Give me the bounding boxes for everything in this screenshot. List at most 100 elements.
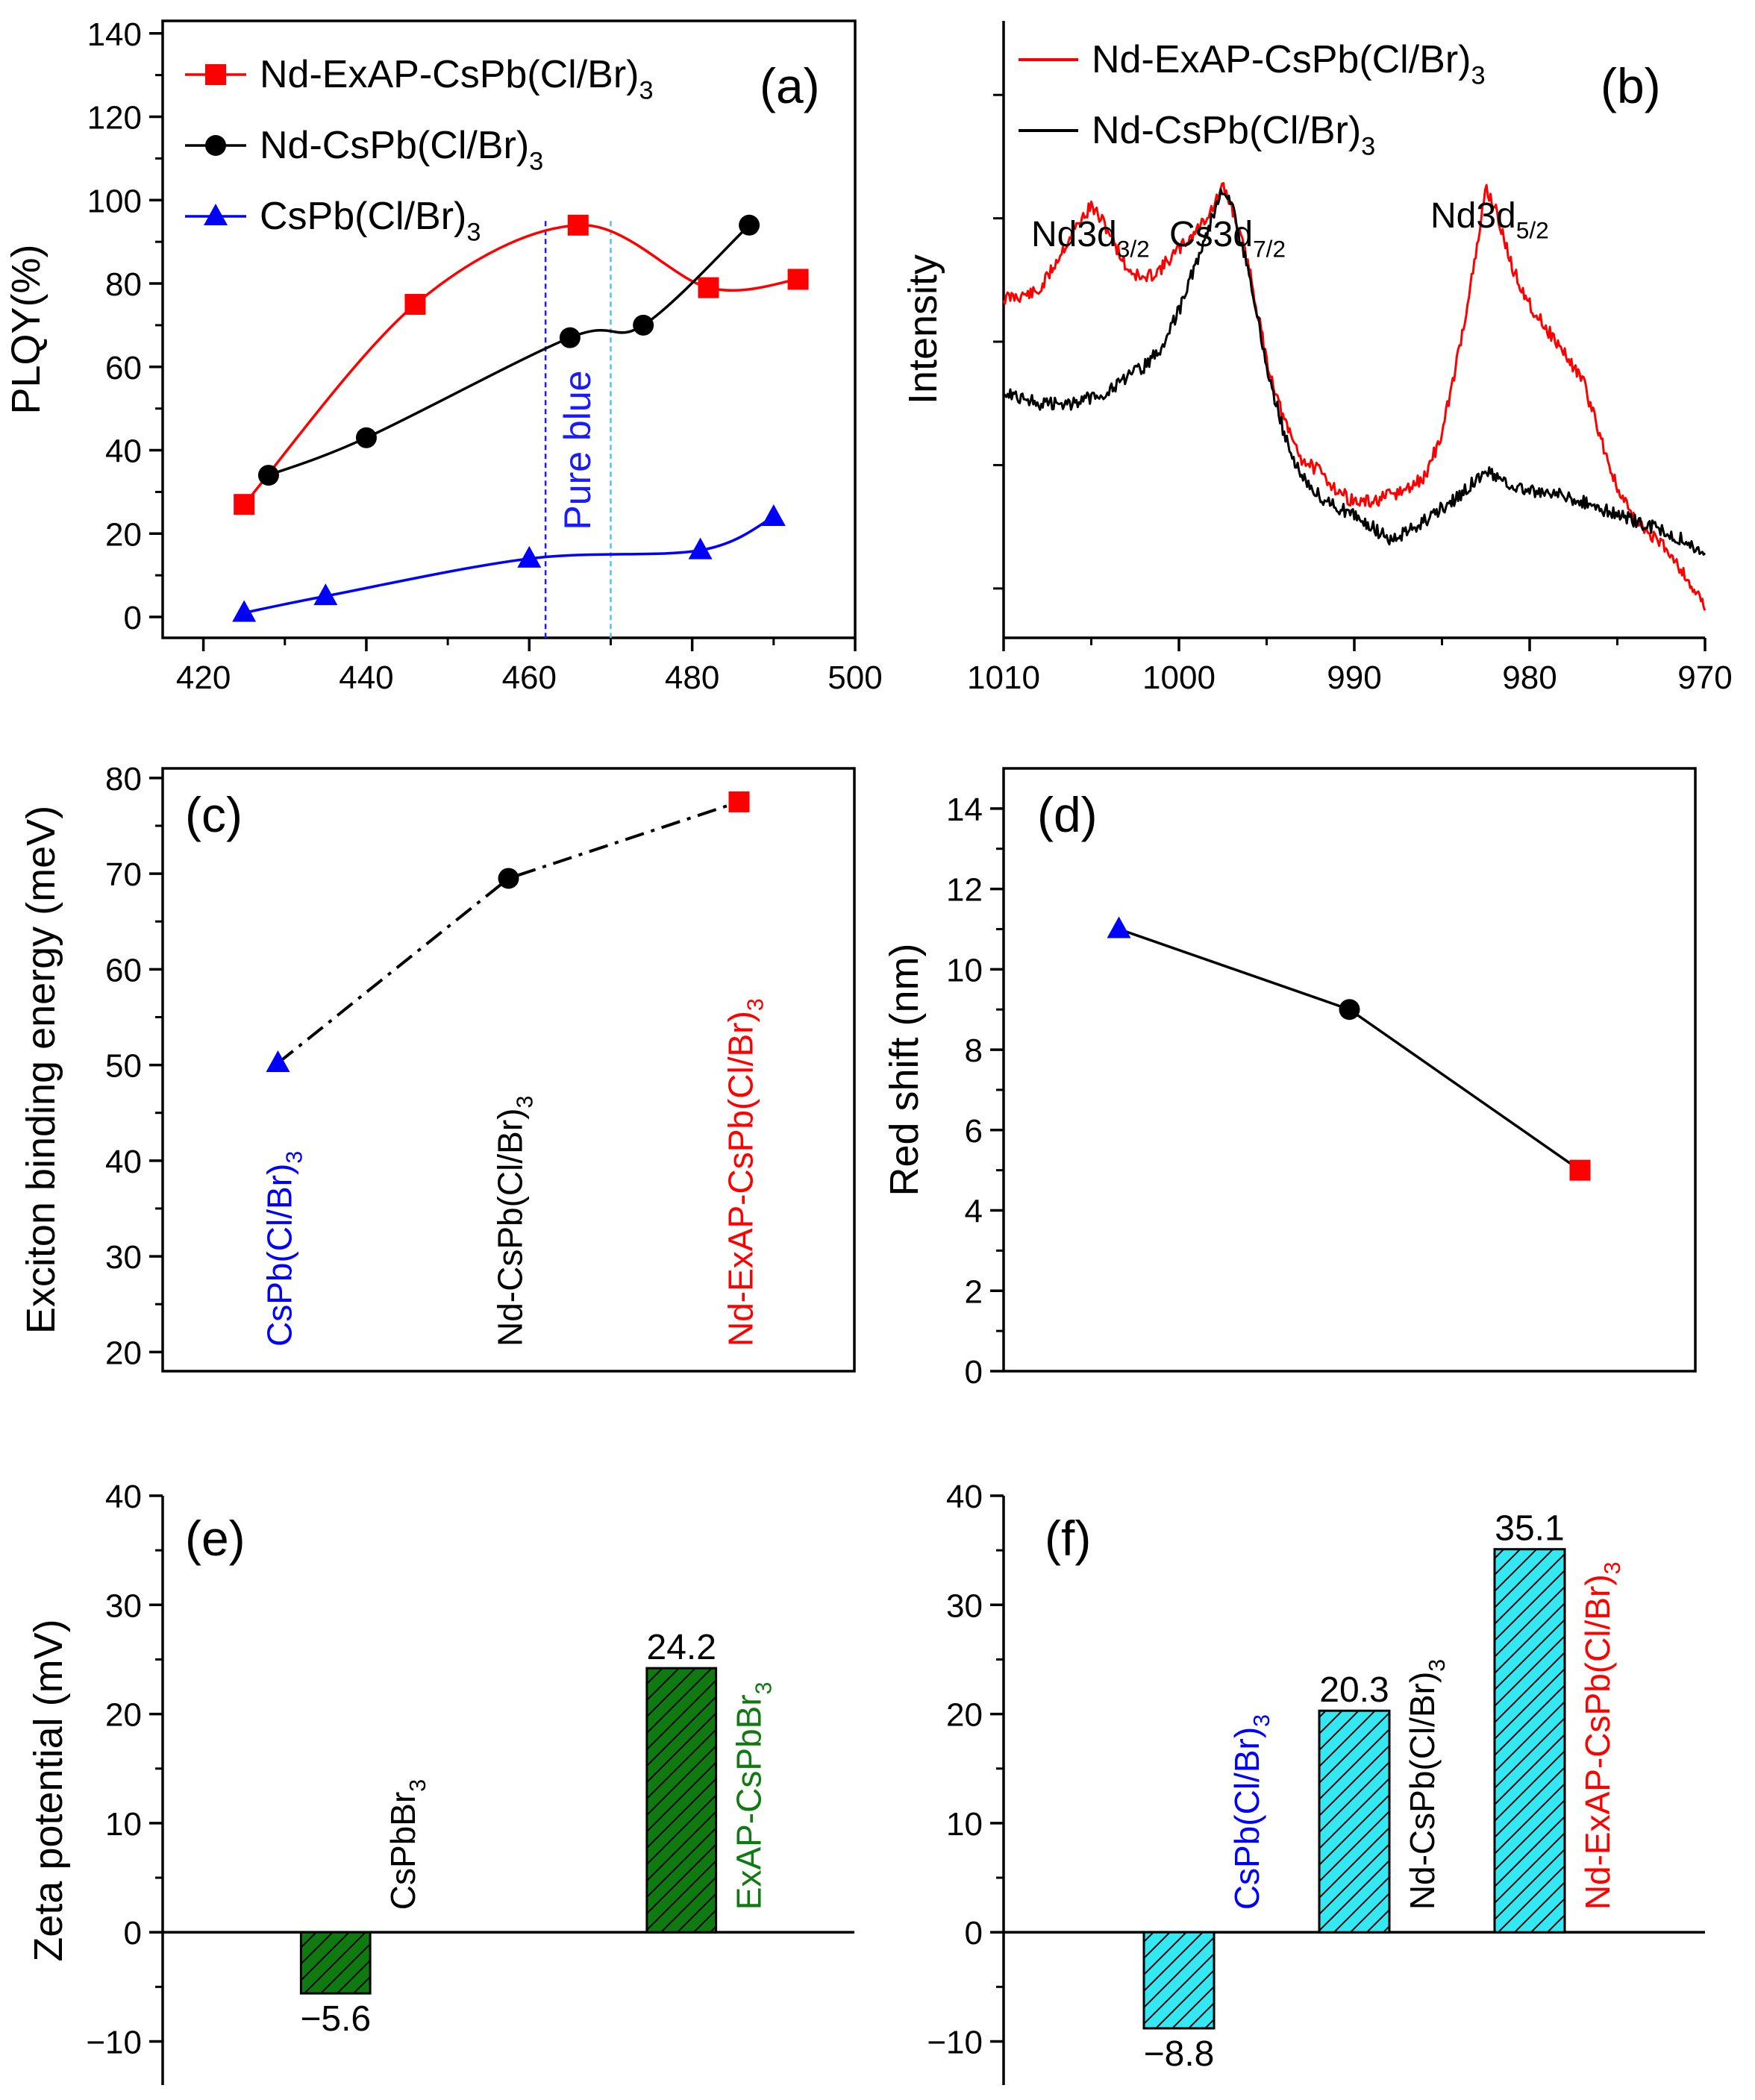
panel-d-ylabel: Red shift (nm)	[882, 943, 927, 1196]
panel-d-line	[1118, 927, 1581, 1172]
panel-e-ylabel: Zeta potential (mV)	[26, 1619, 71, 1961]
panel-a-point-square	[234, 494, 255, 515]
panel-a-point-circle	[355, 427, 377, 448]
panel-f-bar	[1142, 1931, 1216, 2030]
panel-a-point-circle	[257, 465, 279, 486]
panel-c-ytick-label: 20	[105, 1335, 142, 1371]
panel-a-xtick-label: 440	[339, 659, 393, 696]
panel-a-ytick-label: 40	[105, 433, 142, 470]
panel-e-ytick-label: 20	[105, 1697, 142, 1734]
panel-b-xtick-label: 1010	[967, 659, 1040, 696]
panel-a-xtick-label: 460	[502, 659, 557, 696]
panel-c-ytick-label: 80	[105, 761, 142, 797]
panel-f-category-label-text: Nd-ExAP-CsPb(Cl/Br)	[1578, 1574, 1617, 1910]
panel-f-category-label: Nd-CsPb(Cl/Br)3	[1403, 1659, 1450, 1910]
panel-c-ytick-label: 50	[105, 1048, 142, 1085]
panel-c-category-label-subscript: 3	[743, 998, 768, 1011]
panel-d-label: (d)	[1037, 787, 1098, 842]
panel-a-ylabel: PLQY(%)	[4, 244, 49, 414]
panel-f-bar-value-label: 35.1	[1495, 1509, 1564, 1549]
panel-c-line	[277, 800, 740, 1065]
panel-e-category-label: CsPbBr3	[384, 1779, 431, 1910]
panel-b-ylabel: Intensity	[901, 254, 945, 404]
panel-a-xtick-label: 420	[176, 659, 231, 696]
panel-a-legend-label-subscript: 3	[466, 219, 481, 247]
panel-a-legend-marker	[205, 64, 226, 85]
panel-e-bar	[299, 1931, 372, 1995]
panel-d-ytick-label: 4	[965, 1194, 983, 1230]
panel-c-frame	[161, 767, 856, 1373]
panel-b-peak-nd3d52-subscript: 5/2	[1516, 216, 1549, 243]
panel-b-peak-nd3d52-text: Nd3d	[1430, 196, 1516, 236]
panel-b-legend-label-text: Nd-ExAP-CsPb(Cl/Br)	[1092, 38, 1471, 81]
panel-a-legend-label-text: CsPb(Cl/Br)	[260, 195, 466, 238]
panel-c-point-circle	[498, 868, 519, 889]
panel-a-point-triangle	[761, 504, 786, 526]
panel-a-point-triangle	[232, 600, 257, 622]
panel-f-category-label: CsPb(Cl/Br)3	[1227, 1714, 1274, 1910]
panel-f-ytick-label: −10	[927, 2024, 983, 2060]
panel-a-point-triangle	[688, 537, 713, 560]
panel-b-peak-nd3d32-text: Nd3d	[1031, 215, 1117, 254]
panel-c-category-label-subscript: 3	[282, 1151, 307, 1164]
panel-d-point-circle	[1339, 999, 1360, 1021]
panel-f-category-label: Nd-ExAP-CsPb(Cl/Br)3	[1578, 1561, 1625, 1910]
panel-a-point-square	[698, 277, 719, 298]
panel-f-bar-value-label: 20.3	[1319, 1670, 1389, 1710]
panel-a-series-line-1	[268, 224, 751, 477]
panel-d-point-square	[1569, 1159, 1591, 1181]
panel-b-peak-cs3d72: Cs3d7/2	[1169, 215, 1286, 262]
panel-b-legend-label-text: Nd-CsPb(Cl/Br)	[1092, 109, 1361, 152]
panel-b-spectrum-0	[1002, 182, 1706, 611]
panel-a-ytick-label: 80	[105, 266, 142, 303]
panel-a-point-circle	[559, 327, 581, 348]
panel-c-point-triangle	[266, 1050, 290, 1073]
panel-a-point-square	[404, 293, 426, 315]
panel-f-ytick-label: 20	[946, 1697, 983, 1734]
panel-a-legend-label-subscript: 3	[529, 148, 543, 176]
panel-f-ytick-label: 10	[946, 1806, 983, 1843]
panel-a-ytick-label: 100	[87, 183, 142, 219]
panel-a-label: (a)	[760, 58, 820, 113]
panel-b-xtick-label: 990	[1327, 659, 1381, 696]
panel-b-xtick-label: 980	[1502, 659, 1557, 696]
panel-b-peak-nd3d32-subscript: 3/2	[1117, 235, 1150, 262]
panel-c-ytick-label: 70	[105, 856, 142, 893]
panel-b-legend-label-subscript: 3	[1361, 133, 1375, 161]
panel-d-ytick-label: 0	[965, 1354, 983, 1391]
panel-a-legend-label-text: Nd-CsPb(Cl/Br)	[260, 124, 529, 167]
panel-a-point-triangle	[517, 545, 542, 568]
panel-b-label: (b)	[1601, 58, 1661, 113]
panel-d-point-triangle	[1107, 916, 1131, 938]
panel-d-ytick-label: 12	[946, 872, 983, 909]
panel-f-bar-value-label: −8.8	[1144, 2034, 1215, 2074]
panel-c-category-label-text: Nd-CsPb(Cl/Br)	[491, 1109, 530, 1347]
panel-b-legend-label: Nd-ExAP-CsPb(Cl/Br)3	[1092, 38, 1486, 90]
panel-c-ytick-label: 60	[105, 952, 142, 988]
panel-a-point-triangle	[313, 583, 338, 606]
panel-f-bar	[1493, 1548, 1566, 1934]
panel-a-legend-marker	[205, 135, 226, 156]
panel-c-label: (c)	[185, 787, 243, 842]
panel-b-legend-label: Nd-CsPb(Cl/Br)3	[1092, 109, 1375, 161]
panel-c-category-label-subscript: 3	[513, 1096, 537, 1109]
panel-e-label: (e)	[185, 1511, 245, 1566]
panel-e-category-label-text: ExAP-CsPbBr	[730, 1694, 769, 1910]
panel-e-ytick-label: 0	[124, 1915, 142, 1952]
panel-f-label: (f)	[1045, 1511, 1091, 1566]
panel-d-ytick-label: 8	[965, 1032, 983, 1069]
panel-a-ytick-label: 140	[87, 16, 142, 53]
panel-a-legend-label: Nd-CsPb(Cl/Br)3	[260, 124, 543, 176]
panel-d-frame	[1002, 767, 1697, 1373]
panel-b-spectrum-1	[1002, 188, 1706, 556]
panel-c-category-label: Nd-ExAP-CsPb(Cl/Br)3	[722, 998, 769, 1347]
panel-c-ytick-label: 40	[105, 1144, 142, 1180]
panel-b-peak-cs3d72-subscript: 7/2	[1253, 235, 1286, 262]
panel-a-legend-label: Nd-ExAP-CsPb(Cl/Br)3	[260, 53, 654, 105]
panel-c-category-label: CsPb(Cl/Br)3	[260, 1151, 307, 1347]
panel-c-point-square	[728, 791, 750, 812]
panel-f-ytick-label: 30	[946, 1587, 983, 1624]
panel-e-ytick-label: 10	[105, 1806, 142, 1843]
panel-b-peak-nd3d32: Nd3d3/2	[1031, 215, 1150, 262]
